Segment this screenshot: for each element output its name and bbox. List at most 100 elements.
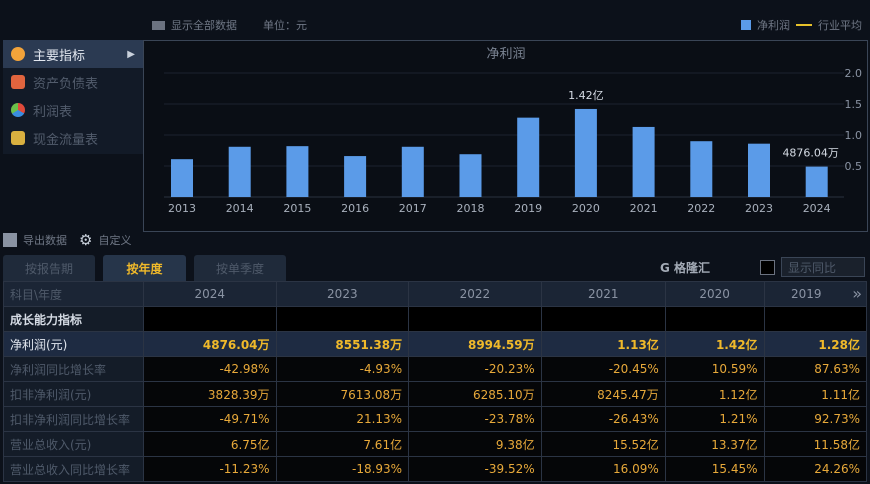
x-tick-label: 2023	[745, 202, 773, 215]
table-cell: 24.26%	[763, 456, 868, 482]
table-cell: -26.43%	[540, 406, 666, 432]
column-header-label: 2021	[587, 287, 619, 301]
table-cell: 1.12亿	[664, 381, 765, 407]
table-cell: 4876.04万	[143, 331, 277, 357]
table-cell: 15.45%	[664, 456, 765, 482]
table-row[interactable]: 成长能力指标	[3, 306, 868, 332]
next-columns-icon[interactable]: »	[852, 284, 862, 303]
bar[interactable]	[286, 146, 309, 197]
bar[interactable]	[574, 108, 597, 197]
table-cell: 8245.47万	[540, 381, 666, 407]
table-row[interactable]: 营业总收入同比增长率 -11.23% -18.93% -39.52% 16.09% 15.…	[3, 456, 868, 482]
column-header[interactable]: 2020	[664, 281, 765, 307]
yoy-select[interactable]: 显示同比	[781, 257, 865, 277]
coins-icon	[11, 131, 25, 145]
table-cell: 1.13亿	[540, 331, 666, 357]
table-cell: 1.11亿	[763, 381, 868, 407]
menu-label: 主要指标	[33, 48, 86, 64]
table-cell: 8994.59万	[408, 331, 542, 357]
column-header-label: 2023	[327, 287, 358, 301]
x-tick-label: 2016	[341, 202, 369, 215]
table-cell	[143, 306, 277, 332]
chart-title: 净利润	[486, 47, 525, 62]
table-cell: 87.63%	[763, 356, 868, 382]
yoy-control: 显示同比	[760, 257, 865, 277]
bar[interactable]	[344, 156, 367, 197]
gear-flower-icon	[11, 47, 25, 61]
x-tick-label: 2021	[630, 202, 658, 215]
yoy-checkbox[interactable]	[760, 259, 775, 275]
bar[interactable]	[632, 126, 655, 197]
x-tick-label: 2015	[283, 202, 311, 215]
column-header[interactable]: 2019 »	[763, 281, 868, 307]
export-button[interactable]: 导出数据	[23, 234, 67, 247]
table-cell: 15.52亿	[540, 431, 666, 457]
table-cell: 9.38亿	[408, 431, 542, 457]
table-cell: -4.93%	[275, 356, 410, 382]
x-tick-label: 2014	[226, 202, 254, 215]
data-table: 科目\年度 2024 2023 2022 2021 2020 2019 » 成长能力指标 净利润(…	[3, 281, 868, 482]
menu-label: 利润表	[33, 104, 73, 120]
table-row[interactable]: 营业总收入(元) 6.75亿 7.61亿 9.38亿 15.52亿 13.37亿 11.58…	[3, 431, 868, 457]
legend-swatch	[741, 20, 751, 30]
table-cell: -42.98%	[143, 356, 277, 382]
table-cell: -23.78%	[408, 406, 542, 432]
column-header[interactable]: 2021	[540, 281, 666, 307]
table-cell: 13.37亿	[664, 431, 765, 457]
bar[interactable]	[805, 166, 828, 197]
show-all-label: 显示全部数据	[171, 19, 237, 32]
bar[interactable]	[517, 117, 540, 197]
column-header-label: 2020	[699, 287, 730, 301]
period-tabs: 按报告期 按年度 按单季度	[3, 255, 286, 281]
table-cell: 21.13%	[275, 406, 410, 432]
tab-quarter[interactable]: 按单季度	[194, 255, 286, 281]
menu-item-income[interactable]: 利润表	[3, 96, 143, 124]
x-tick-label: 2017	[399, 202, 427, 215]
table-header: 科目\年度 2024 2023 2022 2021 2020 2019 »	[3, 281, 868, 307]
column-header[interactable]: 2022	[408, 281, 542, 307]
table-cell: 8551.38万	[275, 331, 410, 357]
tab-annual[interactable]: 按年度	[103, 255, 186, 281]
bar[interactable]	[401, 146, 424, 197]
document-icon	[11, 75, 25, 89]
menu-item-cashflow[interactable]: 现金流量表	[3, 124, 143, 152]
column-header[interactable]: 2024	[143, 281, 277, 307]
x-tick-label: 2018	[457, 202, 485, 215]
bar[interactable]	[171, 159, 193, 197]
table-cell	[763, 306, 868, 332]
legend-avg: 行业平均	[818, 19, 862, 32]
table-row[interactable]: 扣非净利润(元) 3828.39万 7613.08万 6285.10万 8245.47万…	[3, 381, 868, 407]
bar[interactable]	[690, 141, 713, 197]
table-cell: 1.28亿	[763, 331, 868, 357]
table-cell: -11.23%	[143, 456, 277, 482]
export-icon	[3, 233, 17, 247]
table-row[interactable]: 净利润同比增长率 -42.98% -4.93% -20.23% -20.45% 10.59…	[3, 356, 868, 382]
legend-line	[796, 24, 812, 26]
x-tick-label: 2022	[687, 202, 715, 215]
table-cell: 11.58亿	[763, 431, 868, 457]
tab-report-period[interactable]: 按报告期	[3, 255, 95, 281]
show-all-toggle[interactable]: 显示全部数据 单位：元	[152, 17, 307, 33]
column-header[interactable]: 2023	[275, 281, 410, 307]
table-row[interactable]: 扣非净利润同比增长率 -49.71% 21.13% -23.78% -26.43% 1.2…	[3, 406, 868, 432]
data-label: 1.42亿	[568, 89, 604, 102]
y-tick-label: 0.5	[845, 160, 863, 173]
custom-button[interactable]: 自定义	[98, 234, 132, 247]
bar[interactable]	[228, 146, 251, 197]
table-cell: -20.23%	[408, 356, 542, 382]
table-cell: -20.45%	[540, 356, 666, 382]
table-cell: 7613.08万	[275, 381, 410, 407]
watermark-g-icon: G	[660, 261, 675, 275]
bar[interactable]	[748, 143, 770, 197]
table-row[interactable]: 净利润(元) 4876.04万 8551.38万 8994.59万 1.13亿 1.42亿…	[3, 331, 868, 357]
menu-item-main[interactable]: 主要指标 ▶	[3, 40, 143, 68]
row-label: 净利润(元)	[3, 331, 144, 357]
x-tick-label: 2019	[514, 202, 542, 215]
row-label: 扣非净利润同比增长率	[3, 406, 144, 432]
menu-label: 现金流量表	[33, 132, 99, 148]
menu-item-balance[interactable]: 资产负债表	[3, 68, 143, 96]
tools-bar: 导出数据 ⚙ 自定义	[3, 231, 131, 249]
bar[interactable]	[459, 154, 482, 197]
table-cell: 1.42亿	[664, 331, 765, 357]
y-tick-label: 1.0	[845, 129, 863, 142]
